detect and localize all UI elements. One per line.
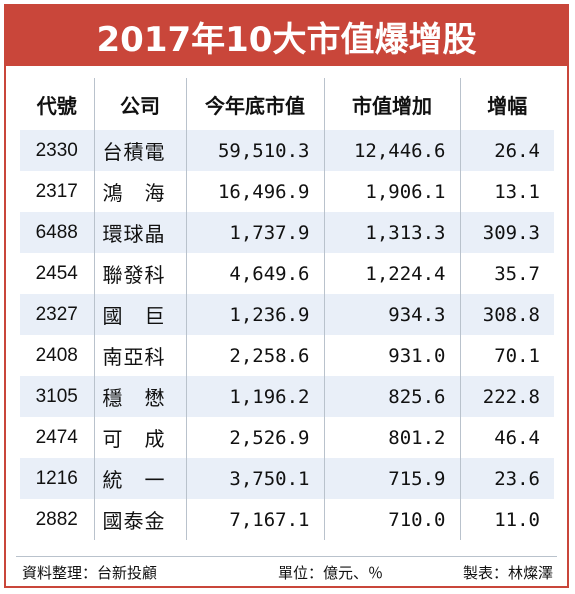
unit-note: 單位：億元、％ (278, 564, 384, 582)
cell-code: 2882 (20, 499, 94, 540)
cell-market-cap: 2,526.9 (185, 417, 324, 458)
cell-growth: 308.8 (459, 294, 554, 335)
cell-cap-increase: 934.3 (323, 294, 460, 335)
cell-code: 2317 (20, 171, 94, 212)
market-cap-table: 代號 公司 今年底市值 市值增加 增幅 2330 台積電 59,510.3 12,44… (20, 78, 554, 540)
source-note: 資料整理：台新投顧 (22, 564, 158, 582)
maker-note: 製表：林燦澤 (462, 564, 553, 582)
header-market-cap: 今年底市值 (185, 78, 324, 130)
cell-growth: 26.4 (459, 130, 554, 171)
footer: 資料整理：台新投顧 單位：億元、％ 製表：林燦澤 (16, 556, 557, 583)
cell-cap-increase: 825.6 (323, 376, 460, 417)
cell-cap-increase: 1,906.1 (323, 171, 460, 212)
cell-market-cap: 1,737.9 (185, 212, 324, 253)
header-cap-increase: 市值增加 (323, 78, 460, 130)
cell-cap-increase: 1,313.3 (323, 212, 460, 253)
table-row: 2317 鴻 海 16,496.9 1,906.1 13.1 (20, 171, 554, 212)
cell-cap-increase: 801.2 (323, 417, 460, 458)
cell-market-cap: 1,196.2 (185, 376, 324, 417)
infographic-frame: 2017年10大市值爆增股 代號 公司 今年底市值 市值增加 增幅 2330 台積… (4, 4, 569, 588)
cell-code: 2454 (20, 253, 94, 294)
header-growth: 增幅 (459, 78, 554, 130)
cell-code: 2408 (20, 335, 94, 376)
cell-growth: 70.1 (459, 335, 554, 376)
cell-company: 統 一 (93, 458, 186, 499)
table-title: 2017年10大市值爆增股 (6, 6, 567, 66)
cell-cap-increase: 931.0 (323, 335, 460, 376)
cell-cap-increase: 12,446.6 (323, 130, 460, 171)
cell-code: 2330 (20, 130, 94, 171)
cell-market-cap: 4,649.6 (185, 253, 324, 294)
cell-company: 台積電 (93, 130, 186, 171)
cell-company: 環球晶 (93, 212, 186, 253)
cell-growth: 222.8 (459, 376, 554, 417)
table-row: 1216 統 一 3,750.1 715.9 23.6 (20, 458, 554, 499)
table-row: 3105 穩 懋 1,196.2 825.6 222.8 (20, 376, 554, 417)
header-company: 公司 (93, 78, 186, 130)
cell-growth: 35.7 (459, 253, 554, 294)
cell-company: 南亞科 (93, 335, 186, 376)
cell-growth: 11.0 (459, 499, 554, 540)
table-header: 代號 公司 今年底市值 市值增加 增幅 (20, 78, 554, 130)
cell-code: 3105 (20, 376, 94, 417)
cell-growth: 309.3 (459, 212, 554, 253)
cell-market-cap: 16,496.9 (185, 171, 324, 212)
cell-company: 聯發科 (93, 253, 186, 294)
cell-company: 鴻 海 (93, 171, 186, 212)
cell-growth: 23.6 (459, 458, 554, 499)
cell-code: 2474 (20, 417, 94, 458)
cell-market-cap: 1,236.9 (185, 294, 324, 335)
cell-company: 國 巨 (93, 294, 186, 335)
table-row: 2327 國 巨 1,236.9 934.3 308.8 (20, 294, 554, 335)
table-row: 2330 台積電 59,510.3 12,446.6 26.4 (20, 130, 554, 171)
cell-company: 可 成 (93, 417, 186, 458)
cell-cap-increase: 710.0 (323, 499, 460, 540)
table-row: 2882 國泰金 7,167.1 710.0 11.0 (20, 499, 554, 540)
header-row: 代號 公司 今年底市值 市值增加 增幅 (20, 78, 554, 130)
cell-code: 6488 (20, 212, 94, 253)
header-code: 代號 (36, 93, 77, 118)
cell-company: 國泰金 (93, 499, 186, 540)
cell-company: 穩 懋 (93, 376, 186, 417)
cell-cap-increase: 1,224.4 (323, 253, 460, 294)
cell-market-cap: 7,167.1 (185, 499, 324, 540)
table-row: 6488 環球晶 1,737.9 1,313.3 309.3 (20, 212, 554, 253)
table-body: 2330 台積電 59,510.3 12,446.6 26.4 2317 鴻 海 16,496… (20, 130, 554, 540)
cell-market-cap: 2,258.6 (185, 335, 324, 376)
cell-growth: 13.1 (459, 171, 554, 212)
table-row: 2408 南亞科 2,258.6 931.0 70.1 (20, 335, 554, 376)
cell-growth: 46.4 (459, 417, 554, 458)
table-row: 2474 可 成 2,526.9 801.2 46.4 (20, 417, 554, 458)
table-row: 2454 聯發科 4,649.6 1,224.4 35.7 (20, 253, 554, 294)
cell-code: 2327 (20, 294, 94, 335)
cell-code: 1216 (20, 458, 94, 499)
cell-market-cap: 59,510.3 (185, 130, 324, 171)
cell-cap-increase: 715.9 (323, 458, 460, 499)
cell-market-cap: 3,750.1 (185, 458, 324, 499)
